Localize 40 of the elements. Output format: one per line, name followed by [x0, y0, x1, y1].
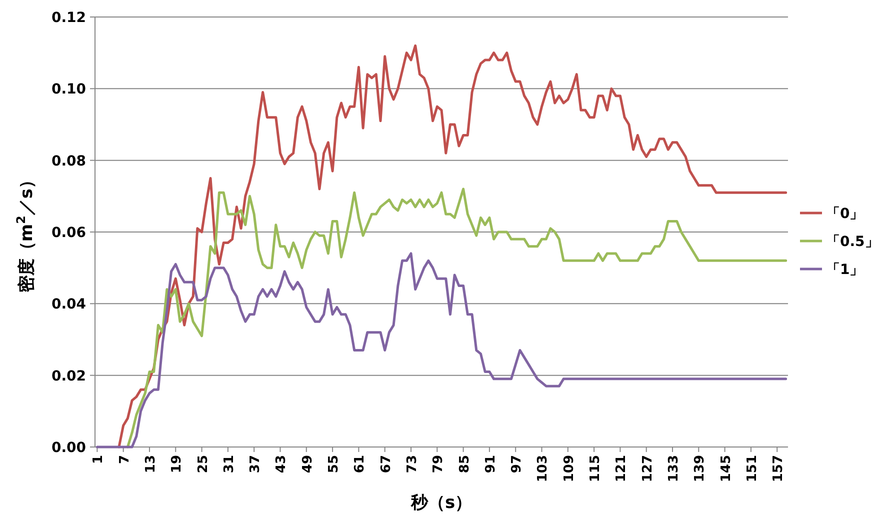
x-tick-label: 97: [510, 455, 525, 474]
line-series: [118, 44, 788, 448]
x-tick-label: 31: [222, 455, 237, 474]
x-tick-label: 133: [666, 455, 682, 482]
x-tick-label: 157: [771, 455, 786, 482]
x-tick-label: 43: [274, 455, 290, 474]
x-tick-label: 121: [614, 455, 630, 482]
x-tick-label: 49: [300, 455, 316, 474]
x-tick-label: 109: [562, 455, 577, 482]
x-tick-label: 85: [457, 455, 472, 474]
y-tick-label: 0.06: [51, 225, 86, 241]
x-axis-title: 秒（s）: [410, 493, 472, 513]
x-tick-label: 73: [404, 455, 420, 474]
legend-label: 「0.5」: [826, 234, 879, 250]
y-tick-label: 0.02: [51, 368, 86, 384]
x-tick-label: 55: [326, 455, 342, 474]
y-tick-label: 0.04: [51, 296, 86, 313]
legend-label: 「0」: [826, 206, 864, 222]
x-tick-label: 7: [117, 455, 132, 464]
x-tick-label: 103: [536, 455, 551, 482]
y-tick-label: 0.10: [51, 82, 86, 98]
x-tick-label: 37: [248, 455, 264, 474]
x-tick-label: 151: [744, 455, 760, 482]
y-tick-label: 0.12: [51, 10, 86, 26]
x-tick-label: 19: [170, 455, 185, 474]
x-tick-label: 67: [378, 455, 394, 474]
legend-label: 「1」: [826, 262, 864, 278]
x-tick-label: 13: [143, 455, 158, 474]
x-tick-label: 115: [588, 455, 604, 482]
y-tick-label: 0.08: [51, 153, 86, 170]
x-tick-label: 145: [718, 455, 734, 482]
line-series: [126, 188, 788, 448]
x-tick-label: 91: [483, 455, 498, 474]
x-tick-label: 139: [692, 455, 708, 482]
x-tick-label: 25: [196, 455, 211, 474]
x-tick-label: 127: [640, 455, 656, 482]
x-tick-label: 79: [431, 455, 446, 474]
x-tick-label: 1: [91, 455, 106, 464]
y-tick-label: 0.00: [51, 440, 86, 456]
x-tick-label: 61: [352, 455, 368, 474]
